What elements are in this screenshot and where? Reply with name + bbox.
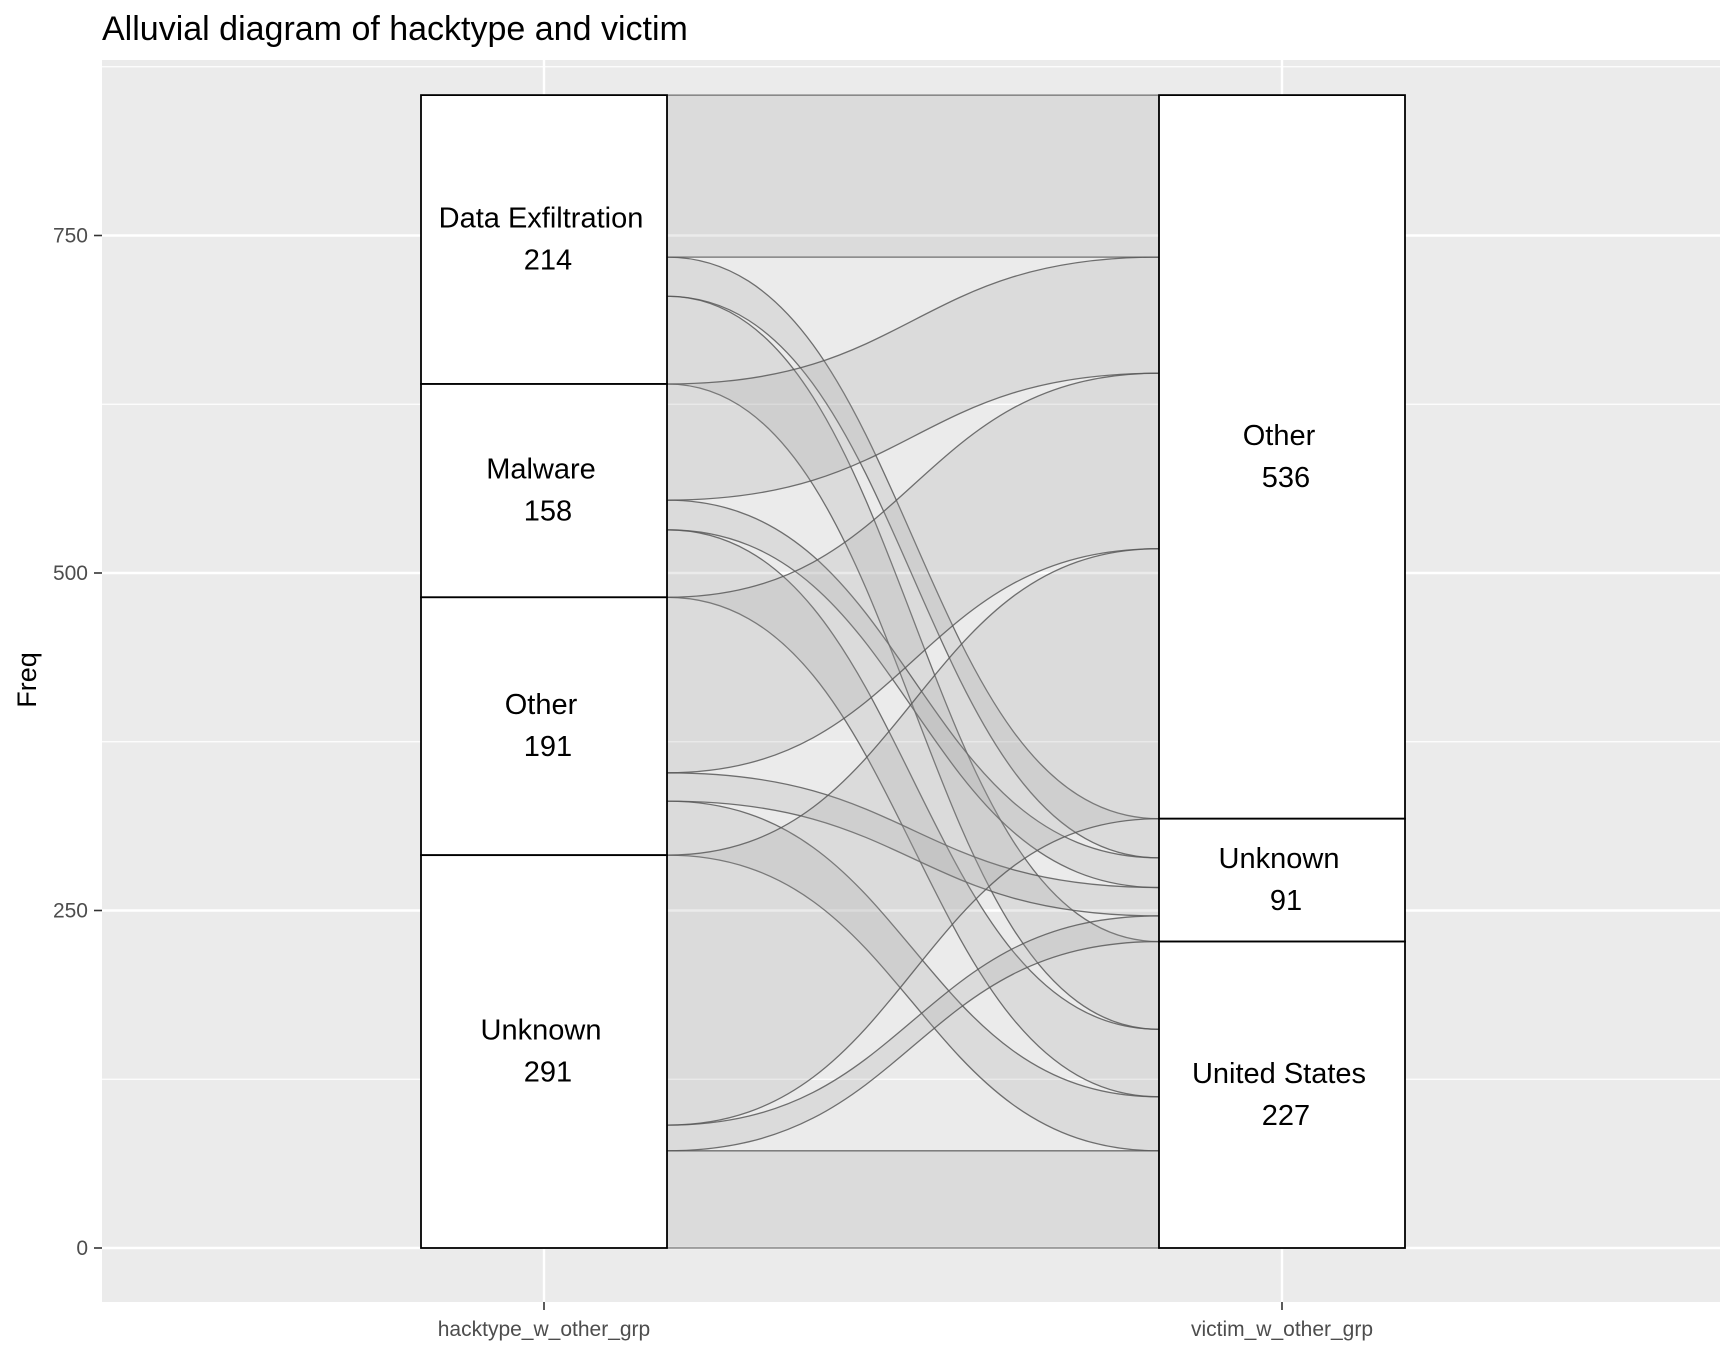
stratum-hacktype-unknown xyxy=(420,854,668,1249)
flows xyxy=(666,94,1160,1249)
flow-data-exfiltration-to-other xyxy=(666,94,1160,258)
stratum-label: Other xyxy=(505,689,578,721)
y-tick-label: 250 xyxy=(53,900,88,923)
stratum-hacktype-malware xyxy=(420,383,668,599)
x-tick-label: hacktype_w_other_grp xyxy=(438,1318,650,1341)
stratum-label: Unknown xyxy=(1219,843,1340,875)
stratum-hacktype-data-exfiltration xyxy=(420,94,668,385)
stratum-victim-unknown xyxy=(1158,817,1406,943)
strata xyxy=(420,94,1406,1249)
y-tick-label: 750 xyxy=(53,225,88,248)
x-tick-label: victim_w_other_grp xyxy=(1191,1318,1373,1341)
panel-background xyxy=(102,60,1720,1302)
stratum-label: Unknown xyxy=(481,1015,602,1047)
stratum-victim-united-states xyxy=(1158,940,1406,1249)
stratum-hacktype-other xyxy=(420,596,668,857)
stratum-label: Malware xyxy=(486,454,596,486)
stratum-count: 91 xyxy=(1270,885,1302,917)
stratum-victim-other xyxy=(1158,94,1406,820)
y-axis-title: Freq xyxy=(12,652,42,708)
stratum-count: 214 xyxy=(524,245,572,277)
stratum-count: 227 xyxy=(1262,1100,1310,1132)
stratum-label: Data Exfiltration xyxy=(439,203,644,235)
y-tick-label: 0 xyxy=(76,1237,88,1260)
stratum-count: 291 xyxy=(524,1057,572,1089)
flow-unknown-to-united-states xyxy=(666,1150,1160,1249)
chart-title: Alluvial diagram of hacktype and victim xyxy=(102,10,688,48)
stratum-count: 536 xyxy=(1262,462,1310,494)
stratum-label: United States xyxy=(1192,1058,1366,1090)
y-tick-label: 500 xyxy=(53,562,88,585)
stratum-count: 158 xyxy=(524,496,572,528)
axes: 0 250 500 750 hacktype_w_other_grp victim_w_o… xyxy=(53,225,1373,1342)
stratum-label: Other xyxy=(1243,420,1316,452)
stratum-labels: Data Exfiltration 214 Malware 158 Other 191 Un… xyxy=(439,203,1366,1132)
stratum-count: 191 xyxy=(524,731,572,763)
